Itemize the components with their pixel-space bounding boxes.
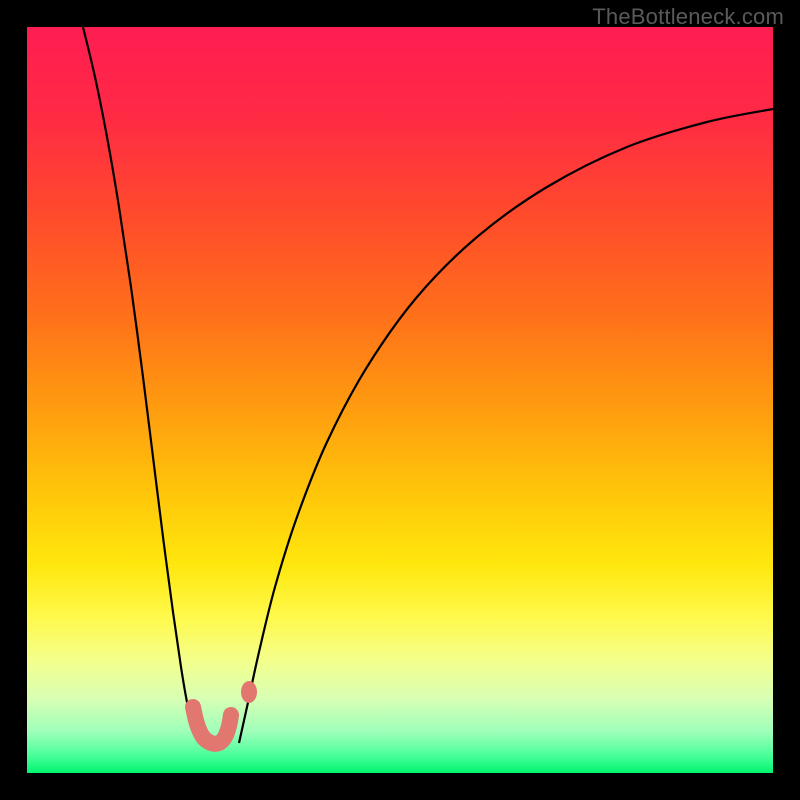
chart-svg xyxy=(27,27,773,773)
pink-dot-marker xyxy=(241,681,257,703)
chart-plot-area xyxy=(27,27,773,773)
gradient-background xyxy=(27,27,773,773)
outer-frame: TheBottleneck.com xyxy=(0,0,800,800)
